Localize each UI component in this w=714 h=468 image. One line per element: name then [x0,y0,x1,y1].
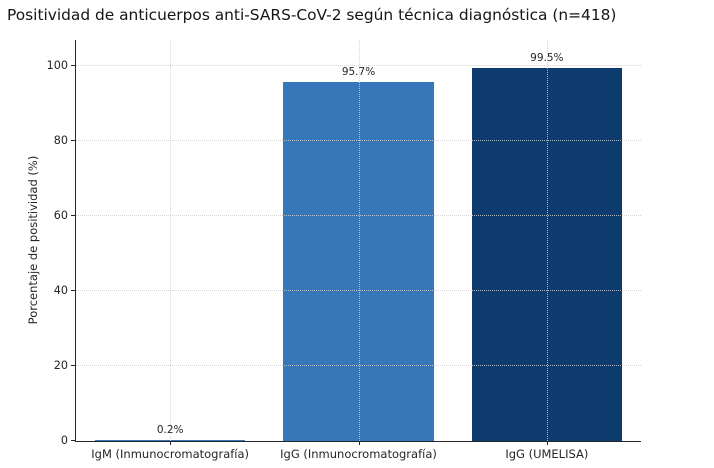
y-tick [70,140,75,142]
y-tick-label: 40 [53,284,68,298]
bar [283,82,434,441]
gridline-horizontal [76,215,641,217]
x-tick [170,441,172,445]
y-tick-label: 20 [53,359,68,373]
bar-value-label: 99.5% [530,52,564,65]
x-tick-label: IgG (UMELISA) [505,447,589,461]
y-tick-label: 0 [60,434,68,447]
gridline-horizontal [76,65,641,67]
x-tick-label: IgG (Inmunocromatografía) [280,447,437,461]
y-tick [70,440,75,441]
y-tick [70,290,75,292]
x-tick [358,441,360,445]
gridline-horizontal [76,365,641,367]
gridline-vertical [170,40,172,441]
y-tick [70,65,75,67]
plot-area: 0.2% IgM (Inmunocromatografía) 95.7% IgG (I… [47,40,641,461]
x-tick [546,441,548,445]
y-tick [70,365,75,367]
gridline-horizontal [76,290,641,292]
y-tick-label: 100 [46,59,68,73]
gridline-horizontal [76,140,641,142]
chart-title: Positividad de anticuerpos anti-SARS-CoV… [7,6,617,24]
bar-value-label: 95.7% [341,66,376,79]
bar-value-label: 0.2% [156,424,184,437]
y-tick-label: 80 [53,134,68,148]
y-axis-label: Porcentaje de positividad (%) [26,155,40,325]
y-tick-label: 60 [53,209,68,223]
x-tick-label: IgM (Inmunocromatografía) [91,447,250,461]
gridline-vertical [546,40,548,441]
y-tick [70,215,75,217]
gridline-vertical [358,40,360,441]
